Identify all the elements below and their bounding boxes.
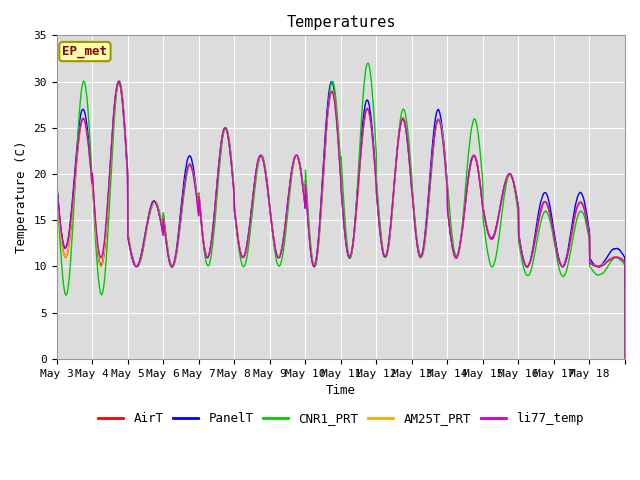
Y-axis label: Temperature (C): Temperature (C) <box>15 141 28 253</box>
AM25T_PRT <box>621 356 629 362</box>
PanelT <box>513 192 520 198</box>
li77_temp <box>232 224 240 229</box>
CNR1_PRT <box>376 212 383 218</box>
CNR1_PRT <box>364 60 372 66</box>
Line: PanelT: PanelT <box>57 82 625 359</box>
AM25T_PRT <box>232 222 240 228</box>
li77_temp <box>513 192 520 198</box>
Line: AM25T_PRT: AM25T_PRT <box>57 82 625 359</box>
li77_temp <box>109 113 117 119</box>
Line: CNR1_PRT: CNR1_PRT <box>57 63 625 358</box>
AirT <box>109 118 117 123</box>
li77_temp <box>53 183 61 189</box>
Title: Temperatures: Temperatures <box>286 15 396 30</box>
AM25T_PRT <box>376 220 383 226</box>
li77_temp <box>621 356 629 362</box>
CNR1_PRT <box>232 222 240 228</box>
li77_temp <box>376 221 383 227</box>
Text: EP_met: EP_met <box>63 45 108 58</box>
AirT <box>621 356 629 362</box>
AirT <box>513 191 520 196</box>
li77_temp <box>545 205 552 211</box>
X-axis label: Time: Time <box>326 384 356 397</box>
AirT <box>115 79 122 84</box>
AirT <box>232 221 240 227</box>
li77_temp <box>613 254 621 260</box>
PanelT <box>109 113 117 119</box>
PanelT <box>613 246 621 252</box>
PanelT <box>621 356 629 361</box>
PanelT <box>115 79 123 84</box>
CNR1_PRT <box>545 212 552 218</box>
CNR1_PRT <box>109 129 117 135</box>
AM25T_PRT <box>109 115 117 120</box>
Line: li77_temp: li77_temp <box>57 82 625 359</box>
AirT <box>376 218 383 224</box>
AM25T_PRT <box>613 254 621 260</box>
AM25T_PRT <box>545 205 552 211</box>
AirT <box>53 185 61 191</box>
Legend: AirT, PanelT, CNR1_PRT, AM25T_PRT, li77_temp: AirT, PanelT, CNR1_PRT, AM25T_PRT, li77_… <box>93 407 588 430</box>
PanelT <box>232 225 240 231</box>
PanelT <box>53 180 61 186</box>
AirT <box>613 255 621 261</box>
PanelT <box>545 196 552 202</box>
Line: AirT: AirT <box>57 82 625 359</box>
CNR1_PRT <box>621 355 629 361</box>
CNR1_PRT <box>53 179 61 184</box>
AM25T_PRT <box>513 192 520 197</box>
PanelT <box>376 222 383 228</box>
AM25T_PRT <box>53 187 61 193</box>
AM25T_PRT <box>115 79 122 84</box>
CNR1_PRT <box>513 196 520 202</box>
AirT <box>545 204 552 210</box>
CNR1_PRT <box>613 254 621 260</box>
li77_temp <box>115 79 122 84</box>
